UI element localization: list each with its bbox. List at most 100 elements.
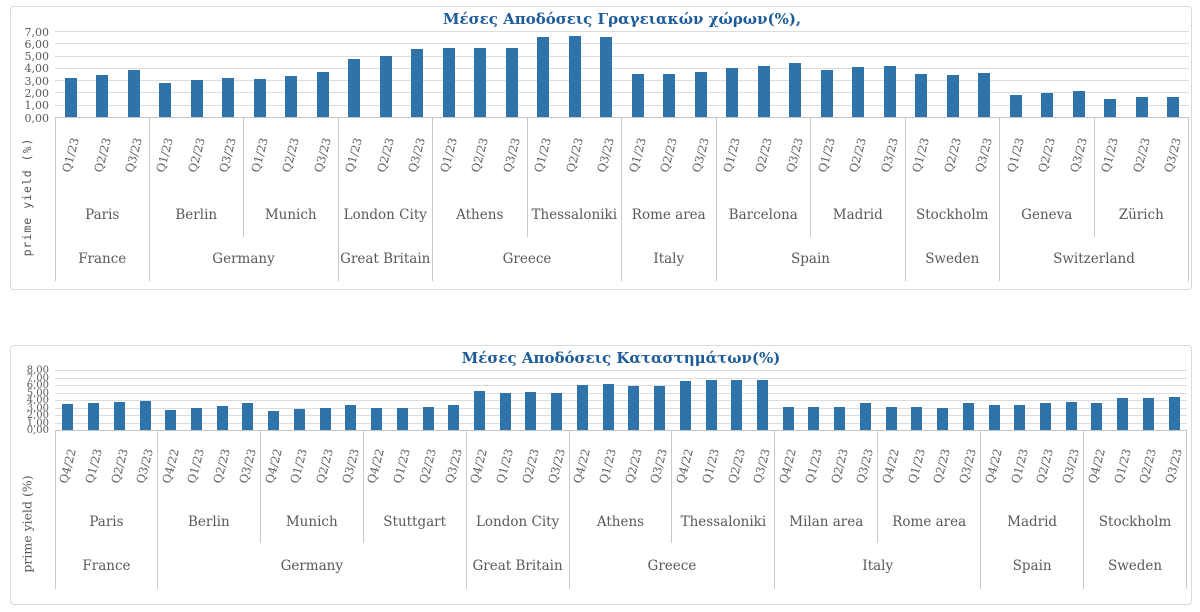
quarter-cell: Q1/23 — [698, 430, 724, 501]
quarter-cell: Q2/23 — [181, 117, 213, 193]
gridline — [55, 422, 1187, 424]
quarter-cell: Q2/23 — [620, 430, 646, 501]
quarter-cell: Q3/23 — [496, 117, 527, 193]
bar-stockholm-q4-22 — [1091, 403, 1103, 430]
quarter-cell: Q3/23 — [401, 117, 432, 193]
quarter-label: Q3/23 — [647, 446, 671, 485]
quarter-group-milan-area: Q4/22 Q1/23 Q2/23 Q3/23 — [775, 430, 879, 501]
y-tick-label: 1,00 — [24, 99, 50, 113]
y-axis-title: prime yield (%) — [20, 137, 34, 257]
bar-madrid-q3-23 — [883, 66, 896, 117]
quarter-cell: Q2/23 — [464, 117, 496, 193]
quarter-cell: Q1/23 — [811, 117, 842, 193]
quarter-cell: Q1/23 — [1095, 117, 1126, 193]
quarter-cell: Q4/22 — [1084, 430, 1109, 501]
quarter-cell: Q2/23 — [312, 430, 338, 501]
bar-munich-q1-23 — [293, 409, 305, 430]
city-name: Paris — [85, 207, 120, 223]
city-label-row: Paris Berlin Munich Stuttgart London City Ath… — [55, 501, 1187, 543]
city-name: Geneva — [1021, 207, 1073, 223]
y-axis-title: prime yield (%) — [19, 475, 35, 573]
bar-milan-area-q1-23 — [808, 406, 820, 430]
gridline — [55, 55, 1189, 57]
quarter-label: Q2/23 — [1129, 136, 1153, 174]
quarter-label: Q2/23 — [1033, 446, 1057, 485]
bar-athens-q1-23 — [602, 384, 614, 430]
quarter-cell: Q3/23 — [646, 430, 671, 501]
quarter-cell: Q1/23 — [622, 117, 653, 193]
city-name: London City — [475, 514, 560, 530]
quarter-label: Q1/23 — [1110, 446, 1134, 485]
quarter-group-athens: Q1/23 Q2/23 Q3/23 — [433, 117, 528, 193]
bar-berlin-q3-23 — [222, 77, 235, 117]
bar-munich-q2-23 — [319, 407, 331, 430]
plot-area — [55, 31, 1189, 118]
bar-geneva-q2-23 — [1041, 93, 1054, 117]
country-name: Greece — [647, 558, 697, 574]
bar-athens-q3-23 — [654, 385, 666, 430]
quarter-cell: Q2/23 — [415, 430, 441, 501]
bar-rome-area-q4-22 — [885, 406, 897, 430]
country-label-germany: Germany — [158, 543, 467, 589]
quarter-group-barcelona: Q1/23 Q2/23 Q3/23 — [717, 117, 811, 193]
quarter-label: Q1/23 — [720, 136, 744, 174]
quarter-cell: Q2/23 — [275, 117, 307, 193]
quarter-label: Q1/23 — [905, 446, 928, 485]
y-tick-label: 0,00 — [26, 425, 49, 436]
quarter-label: Q2/23 — [846, 136, 870, 174]
quarter-label: Q3/23 — [405, 136, 429, 174]
bar-rome-area-q1-23 — [911, 407, 923, 430]
quarter-group-berlin: Q4/22 Q1/23 Q2/23 Q3/23 — [158, 430, 261, 501]
quarter-label: Q1/23 — [153, 136, 177, 174]
bar-stuttgart-q3-23 — [448, 404, 460, 430]
bar-athens-q2-23 — [628, 385, 640, 430]
quarter-cell: Q2/23 — [1032, 430, 1058, 501]
bar-berlin-q3-23 — [242, 403, 254, 430]
city-label-athens: Athens — [433, 193, 528, 237]
y-tick-label: 4,00 — [26, 395, 49, 406]
city-name: Milan area — [789, 514, 864, 530]
country-name: Italy — [653, 251, 685, 267]
quarter-cell: Q2/23 — [748, 117, 780, 193]
bar-rome-area-q2-23 — [937, 407, 949, 430]
quarter-cell: Q3/23 — [235, 430, 260, 501]
quarter-cell: Q1/23 — [595, 430, 621, 501]
quarter-label: Q1/23 — [184, 446, 208, 485]
bar-madrid-q4-22 — [988, 404, 1000, 430]
quarter-label: Q3/23 — [441, 446, 465, 485]
bar-thessaloniki-q2-23 — [568, 35, 581, 117]
bar-london-city-q4-22 — [474, 390, 485, 430]
country-name: Great Britain — [340, 251, 431, 267]
country-label-italy: Italy — [622, 237, 717, 281]
quarter-label: Q4/22 — [1085, 446, 1108, 485]
bar-stockholm-q2-23 — [946, 74, 959, 117]
quarter-cell: Q4/22 — [570, 430, 595, 501]
quarter-label: Q1/23 — [1007, 446, 1031, 485]
quarter-cell: Q1/23 — [339, 117, 370, 193]
quarter-cell: Q2/23 — [723, 430, 749, 501]
city-name: Madrid — [832, 207, 883, 223]
quarter-label: Q1/23 — [82, 446, 105, 485]
quarter-cell: Q4/22 — [467, 430, 492, 501]
quarter-group-z-rich: Q1/23 Q2/23 Q3/23 — [1095, 117, 1189, 193]
city-label-madrid: Madrid — [981, 501, 1085, 543]
quarter-label-row: Q1/23 Q2/23 Q3/23 Q1/23 Q2/23 Q3/23 Q1/23 Q2/23… — [55, 117, 1189, 193]
quarter-group-munich: Q1/23 Q2/23 Q3/23 — [244, 117, 339, 193]
bar-rome-area-q3-23 — [694, 71, 707, 117]
quarter-label: Q1/23 — [436, 136, 460, 174]
city-name: Munich — [285, 514, 338, 530]
quarter-cell: Q3/23 — [440, 430, 465, 501]
gridline — [55, 370, 1187, 371]
bar-stockholm-q3-23 — [978, 72, 991, 117]
gridline — [55, 31, 1189, 32]
quarter-cell: Q2/23 — [87, 117, 119, 193]
city-label-stuttgart: Stuttgart — [364, 501, 467, 543]
city-label-london-city: London City — [467, 501, 570, 543]
quarter-group-munich: Q4/22 Q1/23 Q2/23 Q3/23 — [261, 430, 364, 501]
city-name: Stuttgart — [383, 514, 447, 530]
y-tick-label: 6,00 — [26, 380, 49, 391]
quarter-label: Q1/23 — [493, 446, 517, 485]
quarter-cell: Q1/23 — [903, 430, 929, 501]
country-name: Sweden — [1107, 558, 1163, 574]
city-name: Munich — [264, 207, 317, 223]
